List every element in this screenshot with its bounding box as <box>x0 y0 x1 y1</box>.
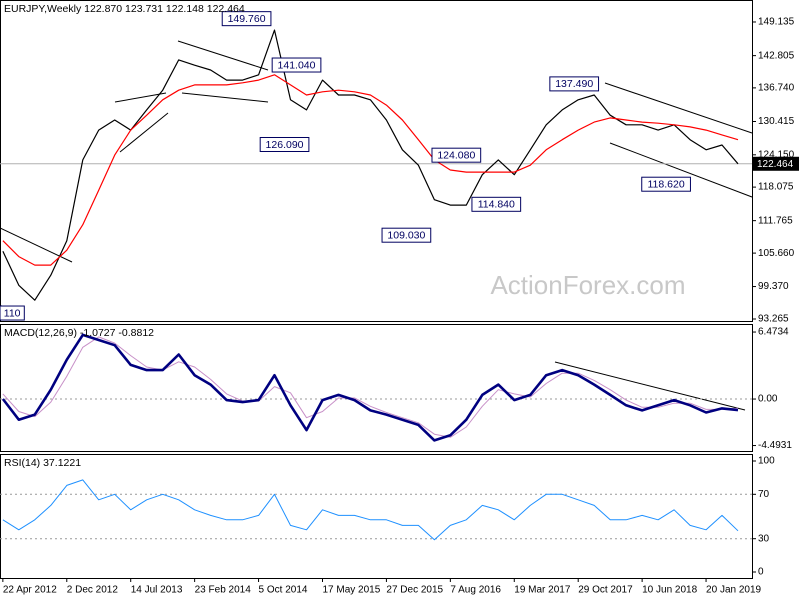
annotation-box <box>259 136 310 152</box>
trendline <box>554 361 746 411</box>
x-tick-label: 20 Jan 2019 <box>706 585 761 596</box>
x-tick-label: 23 Feb 2014 <box>195 585 252 596</box>
annotation-label: 124.080 <box>437 149 475 161</box>
annotation-label: 149.760 <box>228 13 266 25</box>
y-tick-label: 105.660 <box>758 248 795 259</box>
trendline <box>119 112 169 153</box>
y-tick-label: 70 <box>758 489 770 500</box>
trendline <box>177 40 269 71</box>
x-tick-label: 10 Jun 2018 <box>642 585 697 596</box>
panel-title: MACD(12,26,9) -1.0727 -0.8812 <box>4 327 154 339</box>
annotation-box <box>431 147 482 163</box>
y-tick-label: 30 <box>758 533 770 544</box>
annotation-label: 109.030 <box>387 229 425 241</box>
y-tick-label: -4.4931 <box>758 440 792 451</box>
annotation-label: 137.490 <box>555 78 593 90</box>
annotation-label: 118.620 <box>648 178 685 190</box>
y-tick-label: 130.415 <box>758 116 795 127</box>
annotation-label: 110 <box>4 307 21 319</box>
x-tick-label: 5 Oct 2014 <box>259 585 308 596</box>
annotation-box <box>381 227 432 243</box>
y-tick-label: 6.4734 <box>758 327 789 338</box>
panel-title: RSI(14) 37.1221 <box>4 457 81 469</box>
panel-frame <box>0 0 753 322</box>
annotation-label: 114.840 <box>478 199 515 211</box>
trendlines <box>0 40 753 411</box>
trendline <box>181 92 269 103</box>
y-tick-label: 111.765 <box>758 215 793 226</box>
annotation-box <box>641 176 691 192</box>
last-price-box <box>753 156 799 171</box>
x-tick-label: 17 May 2015 <box>322 585 380 596</box>
annotation-label: 126.090 <box>266 139 304 151</box>
y-tick-label: 118.075 <box>758 182 794 193</box>
y-tick-label: 100 <box>758 456 775 467</box>
annotation-box <box>221 11 272 27</box>
series-line <box>2 336 739 438</box>
y-tick-label: 0.00 <box>758 394 778 405</box>
y-tick-label: 149.135 <box>758 17 795 28</box>
trendline <box>114 92 167 103</box>
x-tick-label: 2 Dec 2012 <box>67 585 119 596</box>
y-tick-label: 99.370 <box>758 281 789 292</box>
x-tick-label: 19 Mar 2017 <box>514 585 571 596</box>
last-price-label: 122.464 <box>757 159 794 170</box>
y-tick-label: 124.150 <box>758 149 795 160</box>
x-tick-label: 29 Oct 2017 <box>578 585 633 596</box>
trendline <box>609 142 753 198</box>
annotation-label: 141.040 <box>278 59 316 71</box>
x-tick-label: 27 Dec 2015 <box>386 585 443 596</box>
x-tick-label: 22 Apr 2012 <box>3 585 57 596</box>
watermark: ActionForex.com <box>490 270 685 300</box>
annotation-box <box>271 57 322 73</box>
panel-frame <box>0 454 753 579</box>
panel-frame <box>0 324 753 452</box>
y-tick-label: 0 <box>758 567 764 578</box>
x-tick-label: 14 Jul 2013 <box>131 585 183 596</box>
series-line <box>2 479 739 541</box>
annotation-box <box>471 196 522 212</box>
y-tick-label: 93.265 <box>758 314 789 325</box>
y-tick-label: 136.740 <box>758 83 795 94</box>
annotation-box <box>0 305 25 321</box>
y-tick-label: 142.805 <box>758 50 795 61</box>
x-tick-label: 7 Aug 2016 <box>450 585 501 596</box>
panel-title: EURJPY,Weekly 122.870 123.731 122.148 12… <box>4 3 245 15</box>
trendline <box>604 82 753 134</box>
series-line <box>1 333 739 442</box>
series-line <box>2 74 739 266</box>
annotation-box <box>549 76 600 92</box>
